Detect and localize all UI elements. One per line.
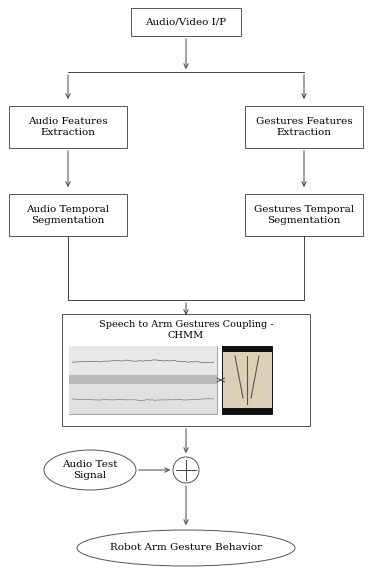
Text: Robot Arm Gesture Behavior: Robot Arm Gesture Behavior [110, 544, 262, 552]
Bar [131, 8, 241, 36]
Bar [222, 346, 272, 352]
Text: Audio Temporal
Segmentation: Audio Temporal Segmentation [26, 204, 110, 225]
Ellipse shape [173, 457, 199, 483]
Text: Gestures Temporal
Segmentation: Gestures Temporal Segmentation [254, 204, 354, 225]
Bar [222, 346, 272, 414]
Bar [62, 314, 310, 426]
Bar [69, 374, 217, 384]
Text: Audio Test
Signal: Audio Test Signal [62, 460, 118, 480]
Text: Gestures Features
Extraction: Gestures Features Extraction [256, 116, 352, 138]
Bar [222, 408, 272, 414]
Text: Speech to Arm Gestures Coupling -
CHMM: Speech to Arm Gestures Coupling - CHMM [99, 320, 273, 340]
Ellipse shape [44, 450, 136, 490]
Bar [69, 384, 217, 414]
Bar [9, 194, 127, 236]
Bar [69, 346, 217, 414]
Text: Audio/Video I/P: Audio/Video I/P [145, 17, 226, 26]
Bar [9, 106, 127, 148]
Bar [245, 106, 363, 148]
Bar [245, 194, 363, 236]
Bar [69, 346, 217, 374]
Ellipse shape [77, 530, 295, 566]
Text: Audio Features
Extraction: Audio Features Extraction [28, 116, 108, 138]
